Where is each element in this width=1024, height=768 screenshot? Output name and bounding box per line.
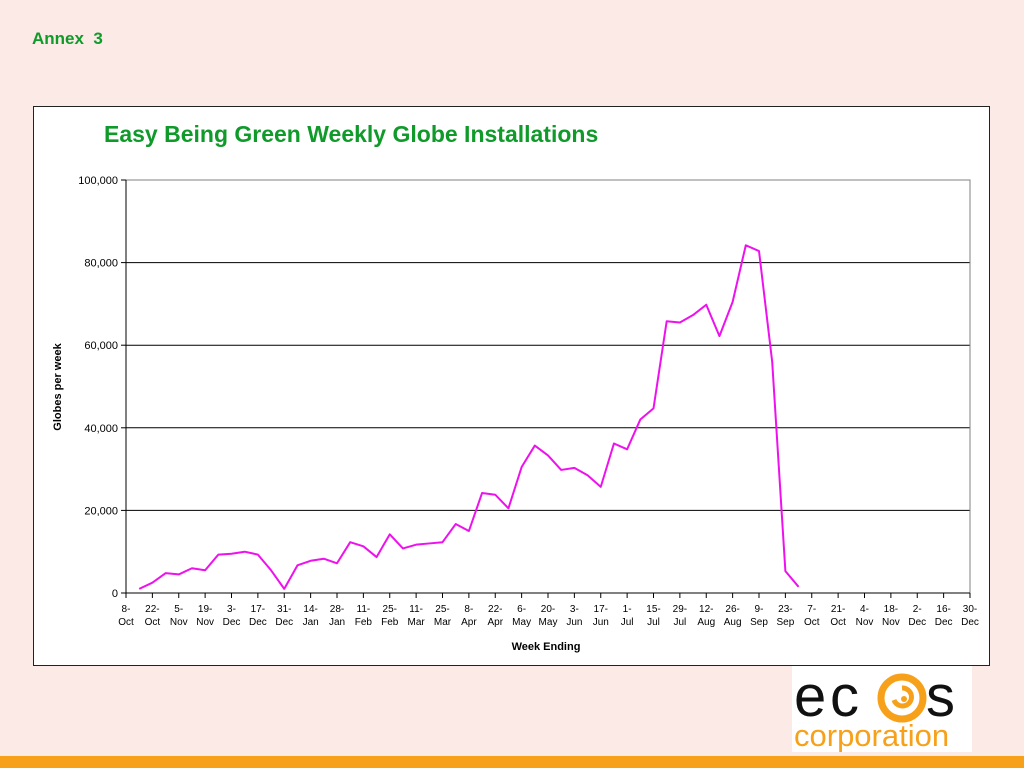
- svg-text:c: c: [830, 666, 859, 729]
- annex-label: Annex 3: [32, 29, 103, 48]
- ecos-logo: e c s corporation: [792, 664, 972, 753]
- x-tick-label: 14-Jan: [303, 604, 319, 628]
- y-tick-labels: 0 20,000 40,000 60,000 80,000 100,000: [78, 175, 118, 600]
- y-tick-label: 20,000: [84, 505, 118, 517]
- x-tick-label: 17-Jun: [593, 604, 609, 628]
- x-tick-label: 3-Dec: [223, 604, 241, 628]
- y-tick-label: 80,000: [84, 258, 118, 270]
- x-tick-label: 3-Jun: [566, 604, 582, 628]
- swirl-icon: [877, 673, 927, 723]
- series-line: [138, 244, 800, 590]
- axes: [121, 179, 971, 598]
- chart-title: Easy Being Green Weekly Globe Installati…: [104, 121, 598, 147]
- x-tick-label: 26-Aug: [724, 604, 742, 628]
- x-tick-label: 4-Nov: [856, 604, 874, 628]
- svg-text:e: e: [794, 666, 826, 729]
- chart-frame: Easy Being Green Weekly Globe Installati…: [33, 106, 990, 666]
- x-tick-label: 11-Mar: [408, 604, 426, 628]
- y-axis-label: Globes per week: [52, 342, 64, 430]
- grid-lines: [126, 262, 970, 511]
- x-tick-label: 17-Dec: [249, 604, 267, 628]
- x-tick-label: 22-Apr: [487, 604, 503, 628]
- x-tick-label: 8-Oct: [118, 604, 134, 628]
- x-tick-label: 31-Dec: [275, 604, 293, 628]
- x-tick-label: 29-Jul: [673, 604, 687, 628]
- x-tick-label: 11-Feb: [355, 604, 373, 628]
- x-tick-label: 19-Nov: [196, 604, 214, 628]
- x-tick-label: 25-Feb: [381, 604, 399, 628]
- x-tick-label: 25-Mar: [434, 604, 452, 628]
- x-tick-label: 7-Oct: [804, 604, 820, 628]
- x-tick-label: 15-Jul: [646, 604, 660, 628]
- y-tick-label: 100,000: [78, 175, 118, 187]
- y-tick-label: 60,000: [84, 340, 118, 352]
- x-tick-label: 16-Dec: [935, 604, 953, 628]
- y-tick-label: 40,000: [84, 423, 118, 435]
- x-tick-labels: 8-Oct 22-Oct 5-Nov 19-Nov 3-Dec 17-Dec 31-Dec 1…: [118, 604, 979, 628]
- x-axis-label: Week Ending: [512, 641, 581, 653]
- x-tick-label: 12-Aug: [697, 604, 715, 628]
- logo-text-bottom: corporation: [794, 718, 949, 752]
- y-tick-label: 0: [112, 588, 118, 600]
- x-tick-label: 1-Jul: [621, 604, 634, 628]
- svg-text:s: s: [926, 666, 955, 729]
- x-tick-label: 9-Sep: [750, 604, 768, 628]
- x-tick-label: 22-Oct: [145, 604, 161, 628]
- x-tick-label: 18-Nov: [882, 604, 900, 628]
- x-tick-label: 20-May: [539, 604, 558, 628]
- x-tick-label: 5-Nov: [170, 604, 188, 628]
- x-tick-label: 23-Sep: [776, 604, 794, 628]
- x-tick-label: 8-Apr: [461, 604, 477, 628]
- x-tick-label: 2-Dec: [908, 604, 926, 628]
- x-tick-label: 28-Jan: [329, 604, 345, 628]
- x-tick-label: 6-May: [512, 604, 531, 628]
- series-layer: [138, 244, 800, 590]
- x-tick-label: 21-Oct: [830, 604, 846, 628]
- x-tick-label: 30-Dec: [961, 604, 979, 628]
- plot-area: [125, 179, 971, 594]
- line-chart: Easy Being Green Weekly Globe Installati…: [52, 121, 979, 653]
- bottom-accent-bar: [0, 756, 1024, 768]
